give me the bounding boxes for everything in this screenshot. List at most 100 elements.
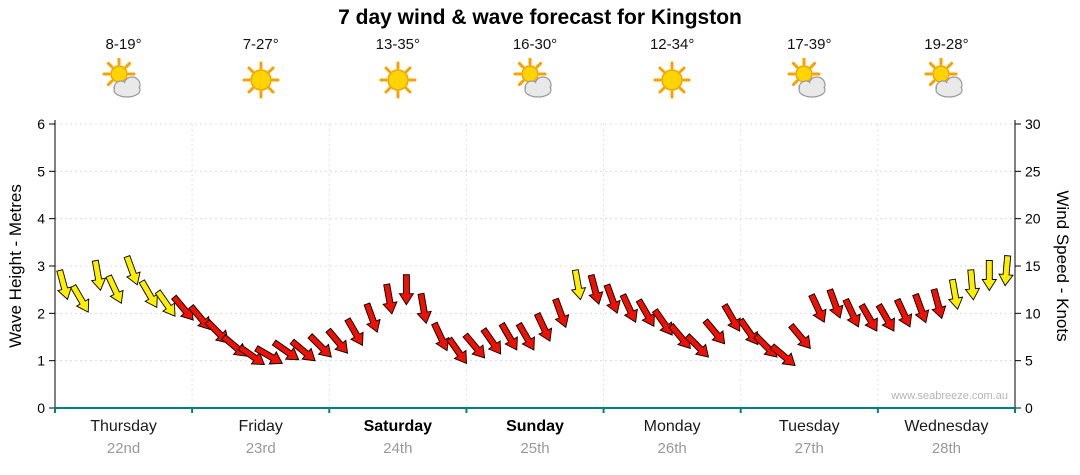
day-label-saturday: Saturday 24th [323,418,473,457]
wind-arrow-red [875,302,895,332]
day-temperature-range: 19-28° [924,36,969,53]
wind-arrow [416,292,432,325]
wind-arrow [858,302,878,332]
watermark: www.seabreeze.com.au [891,390,1008,402]
sun-cloud-icon [923,57,969,104]
wind-arrow-red [382,283,398,315]
wind-arrow-red [912,292,930,324]
wind-arrow [947,278,964,310]
wind-arrow-red [188,304,211,331]
wind-arrow [382,283,398,315]
wind-arrow [105,274,124,305]
wind-arrow-red [893,297,913,328]
sun-icon [375,58,421,104]
wind-arrow [289,338,316,362]
sun-cloud-icon [101,57,147,104]
wind-arrow [515,321,535,351]
right-tick-label: 20 [1025,211,1041,227]
wind-arrow-red [552,297,570,329]
wind-arrow-red [416,292,432,325]
day-date: 28th [931,440,962,457]
wind-arrow-yellow [90,259,107,292]
wind-arrow [254,345,284,365]
wind-arrow [431,321,450,352]
wind-arrow [363,302,381,333]
wind-arrow [398,274,415,306]
wind-arrow-red [930,288,947,320]
day-temperature-range: 16-30° [512,36,558,53]
day-label-friday: Friday 23rd [186,418,336,457]
wind-arrow-red [684,333,710,358]
wind-arrow [788,322,811,350]
day-name: Wednesday [904,418,989,435]
wind-arrow-yellow [56,269,73,301]
day-name: Thursday [90,418,157,435]
wind-arrow-red [603,283,621,314]
wind-arrow [220,333,248,357]
wind-arrow [721,302,741,332]
wind-arrow-red [398,274,415,306]
day-temperature-range: 17-39° [787,36,832,53]
wind-arrow-red [842,297,861,328]
wind-arrow [998,255,1014,287]
wind-arrow-red [533,312,553,342]
wind-arrow [875,302,895,332]
wind-arrow [893,297,913,328]
wind-arrow-yellow [981,260,998,292]
wind-arrow [56,269,73,301]
wind-arrow [271,339,300,361]
wind-arrow [808,293,827,323]
day-date: 22nd [106,440,141,457]
sun-cloud-icon [512,57,558,104]
wind-arrow-yellow [105,274,124,305]
wind-arrow [702,318,726,345]
wind-arrow-red [289,338,316,362]
wind-arrow [533,312,553,342]
day-temperature-range: 13-35° [375,36,421,53]
wind-arrow-red [826,288,844,319]
day-temperature-range: 8-19° [105,36,142,53]
day-name: Sunday [506,418,564,435]
wind-arrow-yellow [947,278,964,310]
sun-cloud-icon [786,57,832,104]
wind-arrow-yellow [69,283,90,313]
day-header-saturday: 13-35° [338,36,458,104]
left-tick-label: 2 [37,305,45,321]
wind-arrow [480,327,502,355]
wind-arrow [325,327,349,354]
wind-arrow [570,269,587,301]
day-name: Tuesday [778,418,840,435]
day-temperature-range: 7-27° [242,36,279,53]
wind-arrow-red [480,327,502,355]
day-temperature-range: 12-34° [649,36,695,53]
wind-arrow [188,304,211,331]
wind-arrow-red [307,333,332,358]
right-tick-label: 0 [1025,400,1033,416]
wind-arrow [307,333,332,358]
wind-arrow [204,318,230,344]
wind-arrow-red [363,302,381,333]
day-label-wednesday: Wednesday 28th [871,418,1021,457]
wind-arrow-red [344,317,364,347]
sun-icon [649,58,695,104]
left-tick-label: 1 [37,353,45,369]
left-tick-label: 4 [37,211,45,227]
wind-arrow-red [204,318,230,344]
wind-arrow-red [788,322,811,350]
day-date: 27th [794,440,824,457]
wind-arrow-red [619,293,638,323]
wind-arrow-red [769,343,796,367]
right-tick-label: 10 [1025,305,1041,321]
wind-arrow [154,289,176,317]
wind-arrow-red [325,327,349,354]
day-header-thursday: 8-19° [64,36,184,104]
wind-arrow [684,333,710,358]
wind-arrow [344,317,364,347]
wind-arrow-red [737,317,759,346]
wind-arrow-yellow [154,289,176,317]
wind-arrow-yellow [998,255,1014,287]
wind-arrow-red [431,321,450,352]
wind-arrow [737,317,759,346]
wind-arrow-red [808,293,827,323]
wind-arrow-yellow [123,255,141,286]
